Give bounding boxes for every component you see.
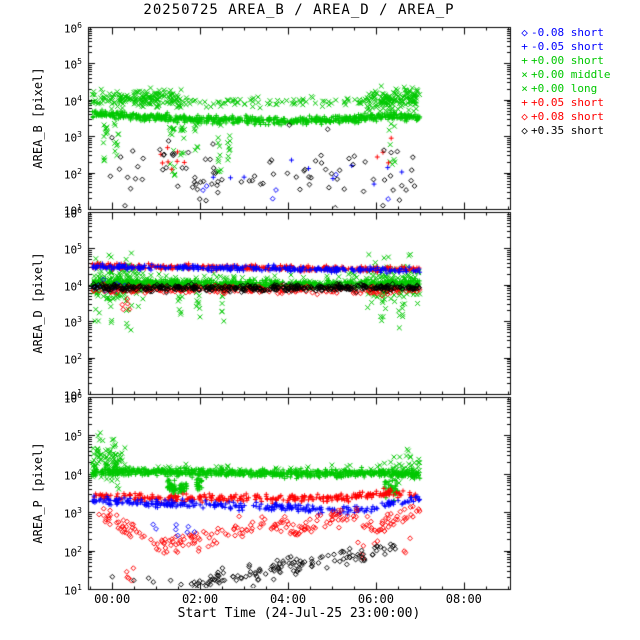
x-tick-label: 00:00: [94, 592, 131, 606]
legend-label: +0.05 short: [531, 96, 604, 109]
y-tick-label: 104: [63, 278, 82, 294]
cross-icon: ×: [521, 82, 528, 95]
x-tick-label: 02:00: [182, 592, 219, 606]
y-tick-label: 106: [63, 391, 82, 406]
legend-item: ◇ -0.08 short: [518, 26, 604, 39]
y-tick-label: 101: [63, 388, 82, 403]
y-tick-label: 102: [63, 166, 82, 182]
diamond-icon: ◇: [521, 110, 528, 123]
legend-item: × +0.00 middle: [518, 68, 610, 81]
plus-icon: +: [521, 96, 528, 109]
legend-label: +0.35 short: [531, 124, 604, 137]
x-axis-label: Start Time (24-Jul-25 23:00:00): [177, 606, 421, 621]
plus-icon: +: [521, 54, 528, 67]
legend-label: +0.00 short: [531, 54, 604, 67]
y-tick-label: 106: [63, 21, 82, 36]
y-tick-label: 106: [63, 206, 82, 221]
legend-item: × +0.00 long: [518, 82, 597, 95]
legend-item: ◇ +0.08 short: [518, 110, 604, 123]
legend-label: -0.08 short: [531, 26, 604, 39]
legend-item: ◇ +0.35 short: [518, 124, 604, 137]
diamond-icon: ◇: [521, 124, 528, 137]
y-tick-label: 105: [63, 57, 82, 73]
legend-label: -0.05 short: [531, 40, 604, 53]
legend-item: + +0.05 short: [518, 96, 604, 109]
y-tick-label: 103: [63, 506, 82, 521]
legend-item: + -0.05 short: [518, 40, 604, 53]
x-tick-label: 08:00: [445, 592, 482, 606]
y-tick-label: 102: [63, 351, 82, 367]
y-tick-label: 103: [63, 315, 82, 330]
y-tick-label: 102: [63, 544, 82, 560]
y-tick-label: 104: [63, 93, 82, 109]
legend-label: +0.08 short: [531, 110, 604, 123]
y-axis-label-area-d: AREA_D [pixel]: [31, 252, 45, 354]
legend-label: +0.00 middle: [531, 68, 611, 81]
diamond-icon: ◇: [521, 26, 528, 39]
y-tick-label: 101: [63, 203, 82, 218]
y-axis-label-area-b: AREA_B [pixel]: [31, 67, 45, 169]
plus-icon: +: [521, 40, 528, 53]
x-tick-label: 06:00: [357, 592, 394, 606]
y-tick-label: 104: [63, 467, 82, 483]
legend-label: +0.00 long: [531, 82, 598, 95]
cross-icon: ×: [521, 68, 528, 81]
legend-item: + +0.00 short: [518, 54, 604, 67]
y-tick-label: 103: [63, 130, 82, 145]
y-tick-label: 101: [63, 583, 82, 598]
chart-title: 20250725 AREA_B / AREA_D / AREA_P: [143, 2, 455, 18]
x-tick-label: 04:00: [269, 592, 307, 606]
y-axis-label-area-p: AREA_P [pixel]: [31, 442, 45, 544]
y-tick-label: 105: [63, 242, 82, 258]
y-tick-label: 105: [63, 429, 82, 445]
